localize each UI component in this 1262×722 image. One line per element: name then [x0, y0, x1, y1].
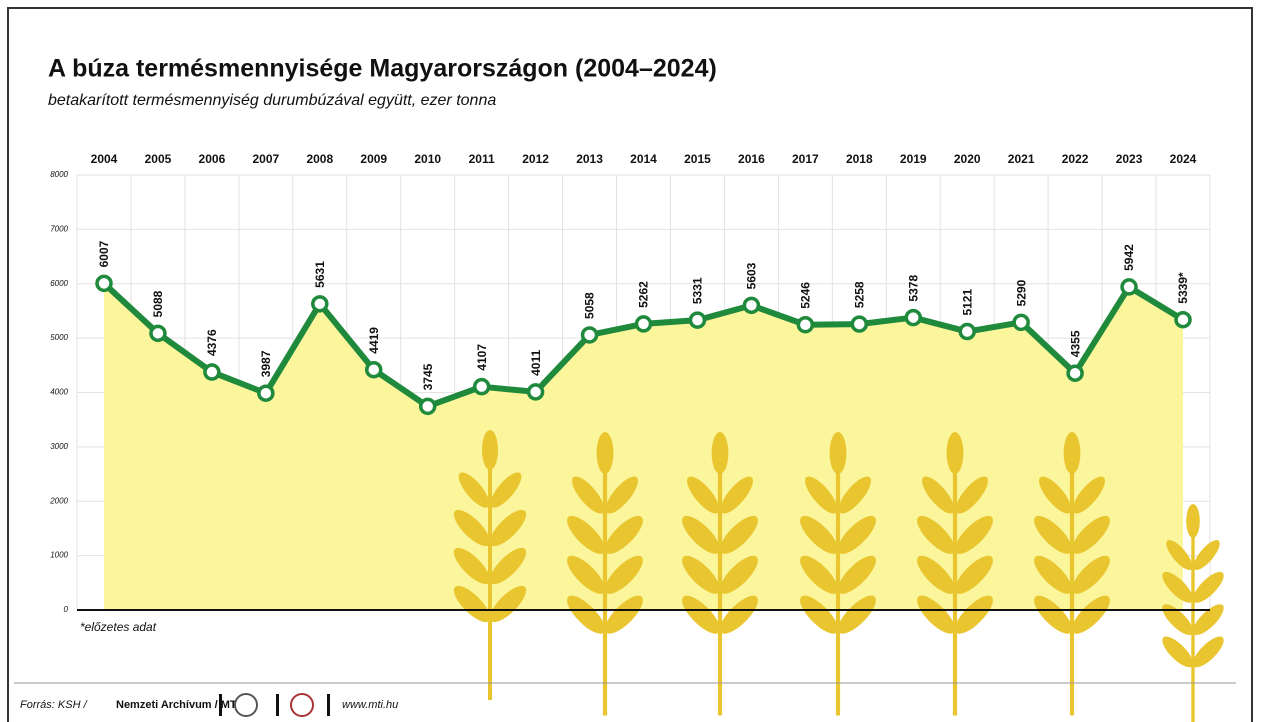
value-label: 5088	[151, 290, 165, 317]
marker	[421, 399, 435, 413]
value-label: 5058	[583, 292, 597, 319]
value-label: 5258	[852, 281, 866, 308]
source-prefix: Forrás: KSH /	[20, 699, 88, 711]
marker	[259, 386, 273, 400]
value-label: 5603	[745, 262, 759, 289]
x-tick-label: 2014	[630, 152, 657, 166]
x-tick-label: 2009	[360, 152, 387, 166]
x-tick-label: 2017	[792, 152, 819, 166]
note: *előzetes adat	[80, 620, 157, 634]
value-label: 5942	[1122, 244, 1136, 271]
y-tick-label: 6000	[50, 279, 68, 288]
x-tick-label: 2007	[252, 152, 279, 166]
value-label: 4419	[367, 327, 381, 354]
value-label: 4107	[475, 344, 489, 371]
value-label: 5262	[637, 281, 651, 308]
y-tick-label: 0	[64, 605, 69, 614]
x-tick-label: 2016	[738, 152, 765, 166]
x-tick-label: 2010	[414, 152, 441, 166]
x-tick-label: 2021	[1008, 152, 1035, 166]
y-tick-label: 2000	[49, 496, 68, 505]
chart: A búza termésmennyisége Magyarországon (…	[0, 0, 1262, 722]
marker	[1176, 313, 1190, 327]
value-label: 5378	[906, 275, 920, 302]
marker	[1122, 280, 1136, 294]
value-label: 5631	[313, 261, 327, 288]
marker	[1068, 366, 1082, 380]
value-label: 5290	[1014, 279, 1028, 306]
value-label: 4011	[529, 350, 543, 376]
value-label: 5331	[691, 277, 705, 304]
x-tick-label: 2018	[846, 152, 873, 166]
marker	[205, 365, 219, 379]
marker	[151, 326, 165, 340]
x-tick-label: 2019	[900, 152, 927, 166]
value-label: 6007	[97, 240, 111, 267]
x-tick-label: 2006	[199, 152, 226, 166]
y-tick-label: 3000	[50, 442, 68, 451]
y-tick-label: 8000	[50, 170, 68, 179]
value-label: 3987	[259, 350, 273, 377]
x-tick-label: 2005	[145, 152, 172, 166]
marker	[798, 318, 812, 332]
value-label: 4376	[205, 329, 219, 356]
logo	[235, 694, 257, 716]
x-tick-label: 2023	[1116, 152, 1143, 166]
x-tick-label: 2011	[469, 152, 495, 166]
marker	[690, 313, 704, 327]
page: A búza termésmennyisége Magyarországon (…	[0, 0, 1262, 722]
x-tick-label: 2015	[684, 152, 711, 166]
value-label: 5246	[799, 282, 813, 309]
value-label: 5339*	[1176, 272, 1190, 304]
value-label: 5121	[960, 289, 974, 316]
value-label: 3745	[421, 363, 435, 390]
x-tick-label: 2024	[1170, 152, 1197, 166]
website: www.mti.hu	[342, 699, 398, 711]
separator	[219, 694, 222, 716]
marker	[906, 311, 920, 325]
marker	[313, 297, 327, 311]
separator	[327, 694, 330, 716]
x-tick-label: 2022	[1062, 152, 1089, 166]
x-tick-label: 2008	[306, 152, 333, 166]
y-tick-label: 5000	[50, 333, 68, 342]
marker	[637, 317, 651, 331]
chart-title: A búza termésmennyisége Magyarországon (…	[48, 55, 717, 83]
marker	[1014, 315, 1028, 329]
chart-subtitle: betakarított termésmennyiség durumbúzáva…	[48, 92, 496, 109]
marker	[852, 317, 866, 331]
y-tick-label: 7000	[50, 224, 68, 233]
marker	[583, 328, 597, 342]
marker	[475, 380, 489, 394]
marker	[367, 363, 381, 377]
y-tick-label: 1000	[50, 551, 68, 560]
marker	[529, 385, 543, 399]
marker	[744, 298, 758, 312]
separator	[276, 694, 279, 716]
y-tick-label: 4000	[50, 388, 68, 397]
marker	[97, 276, 111, 290]
logo	[291, 694, 313, 716]
x-tick-label: 2020	[954, 152, 981, 166]
x-tick-label: 2012	[522, 152, 549, 166]
value-label: 4355	[1068, 330, 1082, 357]
x-tick-label: 2004	[91, 152, 118, 166]
marker	[960, 325, 974, 339]
x-tick-label: 2013	[576, 152, 603, 166]
